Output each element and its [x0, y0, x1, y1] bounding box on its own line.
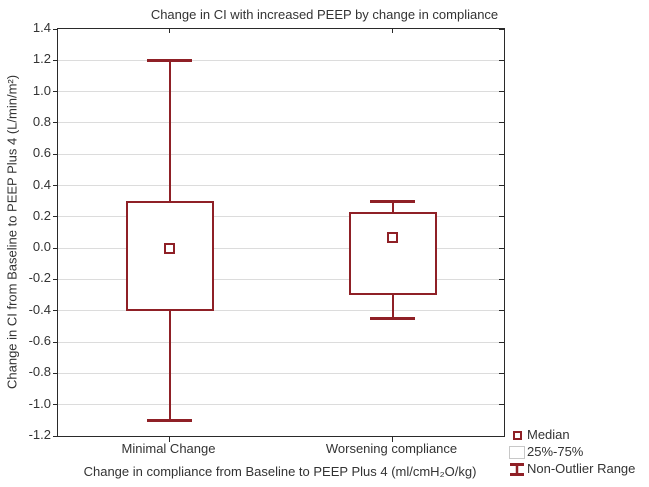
- whisker-upper-stem: [168, 60, 171, 202]
- y-tick-label: -1.0: [28, 395, 51, 411]
- gridline: [58, 372, 504, 374]
- legend-label: Non-Outlier Range: [527, 461, 636, 476]
- y-tick-left: [53, 435, 58, 437]
- y-tick-label: 1.0: [32, 82, 51, 98]
- y-tick-left: [53, 247, 58, 249]
- gridline: [58, 185, 504, 187]
- y-tick-label: 1.4: [32, 20, 51, 35]
- gridline: [58, 91, 504, 93]
- whisker-lower-cap: [370, 317, 415, 321]
- y-tick-right: [499, 310, 504, 312]
- y-tick-right: [499, 247, 504, 249]
- median-marker-icon: [507, 430, 527, 440]
- y-tick-left: [53, 185, 58, 187]
- legend-item-nonoutlier: Non-Outlier Range: [507, 461, 635, 477]
- gridline: [58, 278, 504, 280]
- legend-item-median: Median: [507, 427, 635, 443]
- gridline: [58, 310, 504, 312]
- y-tick-left: [53, 28, 58, 30]
- gridline: [58, 122, 504, 124]
- y-tick-label: -1.2: [28, 427, 51, 442]
- gridline: [58, 59, 504, 61]
- y-tick-label: 0.8: [32, 113, 51, 129]
- whisker-ibeam-icon: [507, 462, 527, 477]
- y-tick-right: [499, 153, 504, 155]
- y-tick-right: [499, 435, 504, 437]
- whisker-lower-stem: [391, 295, 394, 319]
- whisker-lower-stem: [168, 310, 171, 421]
- y-tick-label: 0.0: [32, 239, 51, 255]
- whisker-lower-cap: [147, 418, 192, 422]
- iqr-box: [348, 212, 437, 296]
- legend-label: 25%-75%: [527, 444, 584, 459]
- y-tick-left: [53, 404, 58, 406]
- whisker-upper-cap: [370, 199, 415, 203]
- y-tick-right: [499, 28, 504, 30]
- y-tick-right: [499, 91, 504, 93]
- y-tick-left: [53, 310, 58, 312]
- gridline: [58, 404, 504, 406]
- iqr-box-icon: [507, 445, 527, 459]
- y-tick-right: [499, 122, 504, 124]
- chart-title: Change in CI with increased PEEP by chan…: [150, 7, 499, 22]
- y-tick-right: [499, 216, 504, 218]
- x-tick-top: [392, 29, 393, 33]
- y-tick-left: [53, 216, 58, 218]
- x-category-label: Minimal Change: [121, 441, 216, 456]
- x-tick-top: [169, 29, 170, 33]
- median-marker: [164, 242, 175, 254]
- x-tick-bottom: [169, 437, 170, 442]
- y-tick-label: -0.6: [28, 333, 51, 349]
- y-tick-label: -0.8: [28, 364, 51, 380]
- y-tick-label: 0.2: [32, 207, 51, 223]
- y-tick-left: [53, 122, 58, 124]
- y-tick-right: [499, 404, 504, 406]
- y-tick-left: [53, 59, 58, 61]
- x-axis-label: Change in compliance from Baseline to PE…: [83, 464, 477, 479]
- y-tick-label: 0.4: [32, 176, 51, 192]
- gridline: [58, 216, 504, 218]
- gridline: [58, 341, 504, 343]
- y-tick-right: [499, 341, 504, 343]
- x-tick-bottom: [392, 437, 393, 442]
- y-tick-left: [53, 153, 58, 155]
- y-tick-right: [499, 185, 504, 187]
- y-tick-left: [53, 278, 58, 280]
- y-tick-left: [53, 91, 58, 93]
- x-category-label: Worsening compliance: [325, 441, 458, 456]
- y-tick-left: [53, 372, 58, 374]
- legend-item-iqr: 25%-75%: [507, 444, 635, 460]
- y-tick-left: [53, 341, 58, 343]
- legend-label: Median: [527, 427, 570, 442]
- median-marker: [387, 231, 398, 243]
- whisker-upper-stem: [391, 201, 394, 213]
- gridline: [58, 153, 504, 155]
- plot-area: [53, 28, 505, 442]
- iqr-box: [125, 201, 214, 311]
- y-tick-right: [499, 59, 504, 61]
- y-tick-right: [499, 372, 504, 374]
- whisker-upper-cap: [147, 58, 192, 62]
- y-tick-label: 0.6: [32, 145, 51, 161]
- legend: Median 25%-75% Non-Outlier Range: [507, 427, 635, 478]
- y-tick-label: -0.4: [28, 301, 51, 317]
- y-tick-right: [499, 278, 504, 280]
- y-tick-label: 1.2: [32, 51, 51, 67]
- gridline: [58, 247, 504, 249]
- y-tick-label: -0.2: [28, 270, 51, 286]
